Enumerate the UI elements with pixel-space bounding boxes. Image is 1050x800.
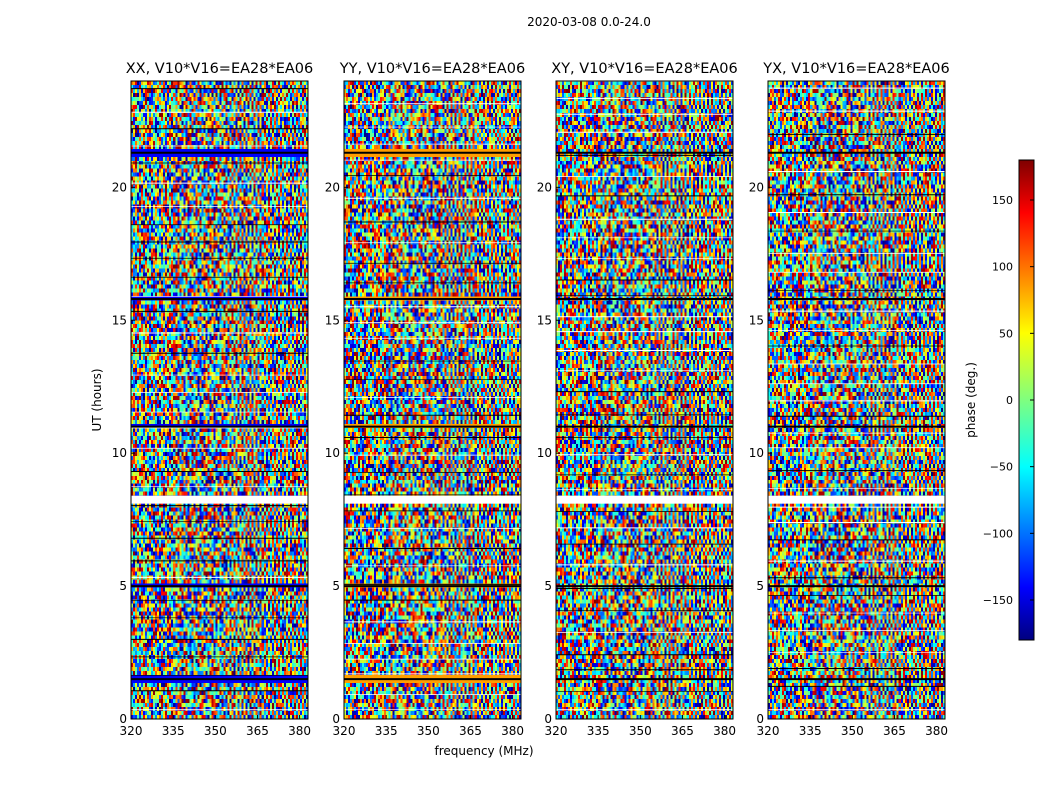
y-tick-label: 0 (119, 712, 127, 726)
y-tick-label: 5 (544, 579, 552, 593)
panel-frame (343, 80, 522, 720)
x-tick-label: 320 (545, 724, 568, 738)
panel-frame (767, 80, 946, 720)
x-axis-label: frequency (MHz) (434, 744, 533, 758)
x-tick-label: 350 (204, 724, 227, 738)
colorbar-ticks: −150 −100 −50 0 50 100 150 (983, 194, 1034, 607)
x-tick-label: 320 (120, 724, 143, 738)
colorbar-tick-label: 0 (1006, 394, 1013, 407)
colorbar-label: phase (deg.) (964, 362, 978, 438)
panel-2: XY, V10*V16=EA28*EA06 320 335 350 365 380 0 5 10… (537, 61, 738, 738)
y-tick-label: 5 (332, 579, 340, 593)
panel-1: YY, V10*V16=EA28*EA06 320 335 350 365 380 0 5 10… (325, 61, 525, 738)
x-tick-label: 335 (375, 724, 398, 738)
x-tick-label: 335 (162, 724, 185, 738)
x-tick-label: 320 (333, 724, 356, 738)
colorbar-tick-label: 150 (992, 194, 1013, 207)
colorbar-tick-label: 50 (999, 327, 1013, 340)
x-tick-label: 365 (883, 724, 906, 738)
colorbar-tick-label: 100 (992, 261, 1013, 274)
y-tick-label: 15 (749, 313, 764, 327)
colorbar: −150 −100 −50 0 50 100 150 phase (deg.) (964, 159, 1035, 641)
phase-heatmap (556, 81, 733, 719)
data-gap (768, 495, 945, 504)
colorbar-tick-label: −50 (990, 461, 1013, 474)
x-tick-label: 365 (671, 724, 694, 738)
panel-title: XX, V10*V16=EA28*EA06 (126, 61, 314, 77)
y-tick-label: 5 (119, 579, 127, 593)
y-tick-label: 10 (325, 446, 340, 460)
y-tick-label: 10 (537, 446, 552, 460)
x-tick-label: 350 (417, 724, 440, 738)
y-tick-label: 20 (537, 180, 552, 194)
y-tick-label: 0 (756, 712, 764, 726)
y-tick-label: 0 (544, 712, 552, 726)
y-tick-label: 20 (749, 180, 764, 194)
x-tick-label: 365 (459, 724, 482, 738)
y-tick-label: 20 (325, 180, 340, 194)
data-gap (344, 495, 521, 504)
panel-0: XX, V10*V16=EA28*EA06 320 335 350 365 380 0 5 10… (112, 61, 314, 738)
x-tick-label: 350 (629, 724, 652, 738)
y-tick-label: 15 (537, 313, 552, 327)
x-tick-label: 320 (757, 724, 780, 738)
x-tick-label: 335 (587, 724, 610, 738)
panels: XX, V10*V16=EA28*EA06 320 335 350 365 380 0 5 10… (112, 61, 950, 738)
colorbar-tick-label: −150 (983, 594, 1013, 607)
y-tick-label: 10 (112, 446, 127, 460)
suptitle: 2020-03-08 0.0-24.0 (527, 15, 651, 29)
x-tick-label: 365 (246, 724, 269, 738)
x-tick-label: 350 (841, 724, 864, 738)
y-tick-label: 20 (112, 180, 127, 194)
y-tick-label: 0 (332, 712, 340, 726)
phase-heatmap (131, 81, 308, 719)
panel-frame (130, 80, 309, 720)
x-tick-label: 380 (288, 724, 311, 738)
data-gap (556, 495, 733, 504)
x-tick-label: 380 (925, 724, 948, 738)
y-axis-label: UT (hours) (90, 368, 104, 431)
colorbar-tick-label: −100 (983, 527, 1013, 540)
y-tick-label: 5 (756, 579, 764, 593)
panel-title: XY, V10*V16=EA28*EA06 (551, 61, 737, 77)
panel-3: YX, V10*V16=EA28*EA06 320 335 350 365 380 0 5 10… (749, 61, 950, 738)
x-tick-label: 380 (713, 724, 736, 738)
data-gap (131, 495, 308, 504)
panel-title: YY, V10*V16=EA28*EA06 (339, 61, 525, 77)
y-tick-label: 10 (749, 446, 764, 460)
panel-frame (555, 80, 734, 720)
panel-title: YX, V10*V16=EA28*EA06 (762, 61, 949, 77)
phase-heatmap (344, 81, 521, 719)
x-tick-label: 380 (501, 724, 524, 738)
y-tick-label: 15 (325, 313, 340, 327)
phase-heatmap (768, 81, 945, 719)
x-tick-label: 335 (799, 724, 822, 738)
y-tick-label: 15 (112, 313, 127, 327)
